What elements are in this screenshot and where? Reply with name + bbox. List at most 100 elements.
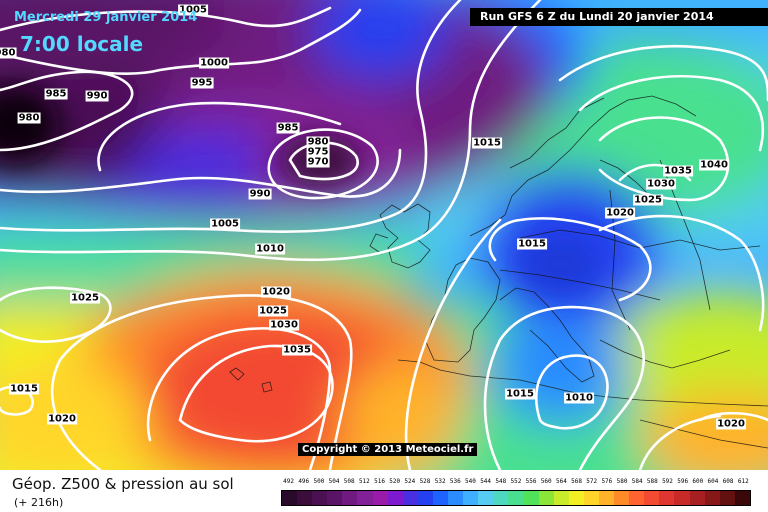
scale-tick-label: 564 <box>555 478 567 485</box>
isobar-label: 1025 <box>70 292 100 304</box>
scale-tick-label: 520 <box>389 478 401 485</box>
isobar-label: 1030 <box>269 319 299 331</box>
scale-swatch <box>463 491 479 505</box>
isobar-label: 1020 <box>716 418 746 430</box>
isobar-label: 975 <box>306 146 330 158</box>
isobar-label: 1015 <box>505 388 535 400</box>
isobar-label: 980 <box>0 47 17 59</box>
isobar-label: 1000 <box>199 57 229 69</box>
scale-tick-label: 504 <box>328 478 340 485</box>
scale-tick-label: 572 <box>586 478 598 485</box>
scale-swatch <box>493 491 509 505</box>
scale-tick-label: 496 <box>298 478 310 485</box>
isobar-label: 1025 <box>258 305 288 317</box>
scale-swatch <box>357 491 373 505</box>
scale-swatch <box>342 491 358 505</box>
scale-swatch <box>734 491 750 505</box>
scale-swatch <box>629 491 645 505</box>
isobar-label: 985 <box>44 88 68 100</box>
scale-swatch <box>553 491 569 505</box>
scale-tick-label: 608 <box>722 478 734 485</box>
map-canvas <box>0 0 768 470</box>
isobar-label: 1020 <box>261 286 291 298</box>
scale-swatch <box>432 491 449 505</box>
model-run-info: Run GFS 6 Z du Lundi 20 janvier 2014 <box>470 8 768 26</box>
scale-tick-label: 516 <box>374 478 385 485</box>
isobar-label: 980 <box>17 112 41 124</box>
scale-swatch <box>478 491 494 505</box>
scale-swatch <box>689 491 705 505</box>
valid-date: Mercredi 29 janvier 2014 <box>14 10 198 25</box>
scale-swatch <box>282 491 298 505</box>
isobar-label: 1010 <box>564 392 594 404</box>
scale-swatch <box>327 491 343 505</box>
scale-swatch <box>448 491 464 505</box>
scale-tick-label: 500 <box>313 478 325 485</box>
product-title: Géop. Z500 & pression au sol <box>12 475 234 493</box>
scale-tick-label: 532 <box>434 478 446 485</box>
scale-tick-label: 576 <box>601 478 613 485</box>
scale-swatch <box>312 491 328 505</box>
isobar-label: 1030 <box>646 178 676 190</box>
scale-tick-label: 584 <box>631 478 643 485</box>
isobar-label: 985 <box>276 122 300 134</box>
footer-bar: Géop. Z500 & pression au sol (+ 216h) 49… <box>0 470 768 512</box>
scale-tick-label: 560 <box>540 478 552 485</box>
scale-swatch <box>568 491 584 505</box>
scale-tick-label: 540 <box>465 478 476 485</box>
isobar-label: 1005 <box>210 218 240 230</box>
isobar-label: 1035 <box>663 165 693 177</box>
scale-swatch <box>417 491 433 505</box>
isobar-label: 990 <box>85 90 109 102</box>
scale-tick-label: 548 <box>495 478 507 485</box>
isobar-label: 1020 <box>605 207 635 219</box>
isobar-label: 1040 <box>699 159 729 171</box>
scale-swatch <box>523 491 539 505</box>
isobar-label: 1025 <box>633 194 663 206</box>
scale-tick-label: 604 <box>707 478 719 485</box>
scale-swatch <box>719 491 735 505</box>
lead-time: (+ 216h) <box>14 496 64 509</box>
scale-swatch <box>598 491 615 505</box>
isobar-label: 980 <box>306 136 330 148</box>
scale-swatch <box>674 491 690 505</box>
isobar-label: 1010 <box>255 243 285 255</box>
isobar-label: 1020 <box>47 413 77 425</box>
scale-tick-label: 568 <box>571 478 582 485</box>
scale-swatch <box>583 491 599 505</box>
scale-swatch <box>538 491 554 505</box>
scale-tick-label: 536 <box>449 478 461 485</box>
scale-tick-label: 512 <box>358 478 370 485</box>
scale-tick-label: 588 <box>646 478 658 485</box>
isobar-label: 995 <box>190 77 214 89</box>
scale-tick-label: 524 <box>404 478 416 485</box>
geopotential-field <box>0 0 768 470</box>
isobar-label: 1005 <box>178 4 208 16</box>
scale-tick-label: 544 <box>480 478 492 485</box>
scale-tick-label: 592 <box>662 478 673 485</box>
scale-tick-label: 556 <box>525 478 537 485</box>
geopotential-pressure-map: 1005 980 985 990 980 1000 995 985 980 97… <box>0 0 768 470</box>
scale-tick-label: 580 <box>616 478 628 485</box>
scale-swatch <box>704 491 720 505</box>
scale-swatch <box>614 491 630 505</box>
scale-swatch <box>402 491 418 505</box>
scale-tick-label: 508 <box>343 478 355 485</box>
scale-swatch <box>644 491 660 505</box>
isobar-label: 990 <box>248 188 272 200</box>
scale-swatch <box>297 491 313 505</box>
copyright-notice: Copyright © 2013 Meteociel.fr <box>298 443 478 456</box>
isobar-label: 1015 <box>517 238 547 250</box>
scale-tick-label: 552 <box>510 478 522 485</box>
scale-tick-label: 596 <box>677 478 689 485</box>
scale-swatch <box>659 491 675 505</box>
isobar-label: 1015 <box>472 137 502 149</box>
isobars <box>0 0 768 470</box>
scale-swatch <box>508 491 524 505</box>
scale-tick-label: 492 <box>283 478 294 485</box>
isobar-label: 970 <box>306 156 330 168</box>
isobar-label: 1015 <box>9 383 39 395</box>
scale-swatch <box>372 491 388 505</box>
scale-swatch <box>387 491 403 505</box>
